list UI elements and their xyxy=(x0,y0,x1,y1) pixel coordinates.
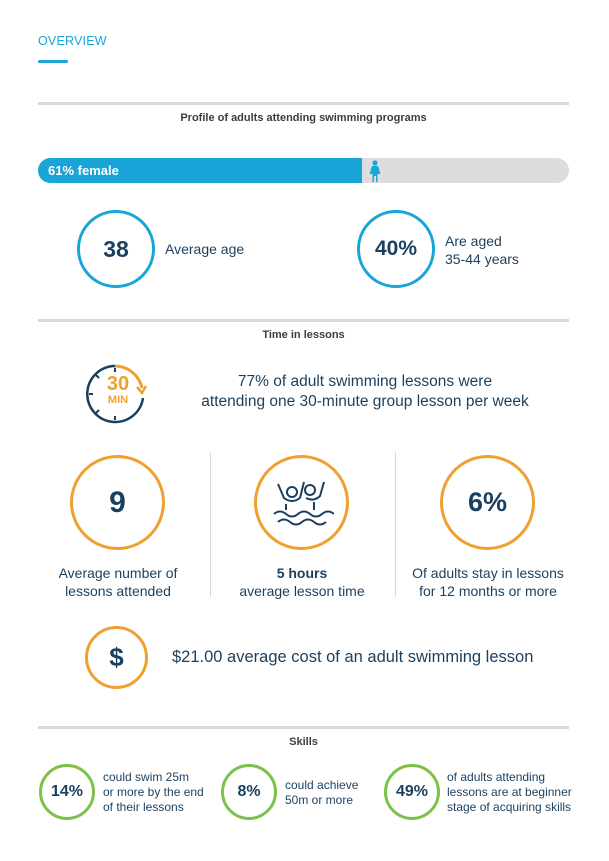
average-age-circle: 38 xyxy=(77,210,155,288)
cost-text: $21.00 average cost of an adult swimming… xyxy=(172,648,534,666)
cost-symbol: $ xyxy=(109,642,124,672)
skill-25m-line2: or more by the end xyxy=(103,785,204,799)
aged-value: 40% xyxy=(374,237,418,260)
average-age-label: Average age xyxy=(165,241,245,257)
skill-beginner-circle: 49% xyxy=(384,764,440,820)
female-icon xyxy=(368,160,382,182)
skill-beginner-line2: lessons are at beginner xyxy=(447,785,572,799)
retention-circle: 6% xyxy=(440,455,535,550)
profile-title: Profile of adults attending swimming pro… xyxy=(180,112,427,124)
retention-label: Of adults stay in lessons for 12 months … xyxy=(398,564,578,600)
skill-25m-circle: 14% xyxy=(39,764,95,820)
lesson-frequency-line2: attending one 30-minute group lesson per… xyxy=(201,393,529,410)
lesson-frequency-line1: 77% of adult swimming lessons were xyxy=(237,373,493,390)
lessons-attended-line1: Average number of xyxy=(58,565,178,581)
divider xyxy=(38,726,569,729)
retention-line2: for 12 months or more xyxy=(419,583,557,599)
overview-heading: OVERVIEW xyxy=(38,34,107,48)
aged-line1: Are aged xyxy=(445,233,502,249)
swimmers-icon xyxy=(272,481,334,525)
skill-50m-value: 8% xyxy=(237,783,261,800)
lesson-time-line2: average lesson time xyxy=(239,583,365,599)
lesson-frequency-text: 77% of adult swimming lessons were atten… xyxy=(170,372,560,412)
retention-value: 6% xyxy=(467,487,508,517)
skill-beginner-label: of adults attending lessons are at begin… xyxy=(447,770,572,815)
skill-25m-line3: of their lessons xyxy=(103,800,184,814)
dollar-icon: $ xyxy=(85,626,148,689)
divider xyxy=(38,102,569,105)
skill-50m-line2: 50m or more xyxy=(285,793,354,807)
column-divider xyxy=(395,452,396,597)
skill-beginner-line3: stage of acquiring skills xyxy=(447,800,572,814)
aged-circle: 40% xyxy=(357,210,435,288)
lessons-attended-line2: lessons attended xyxy=(65,583,171,599)
skill-beginner-value: 49% xyxy=(395,783,429,800)
skills-title: Skills xyxy=(289,736,318,748)
skill-25m-label: could swim 25m or more by the end of the… xyxy=(103,770,204,815)
time-title: Time in lessons xyxy=(262,329,345,341)
retention-line1: Of adults stay in lessons xyxy=(412,565,564,581)
clock-unit: MIN xyxy=(107,394,129,406)
skill-50m-label: could achieve 50m or more xyxy=(285,778,358,808)
clock-icon xyxy=(82,360,152,426)
clock-number: 30 xyxy=(106,373,130,395)
overview-underline xyxy=(38,60,68,63)
lessons-attended-circle: 9 xyxy=(70,455,165,550)
aged-line2: 35-44 years xyxy=(445,251,519,267)
column-divider xyxy=(210,452,211,597)
lesson-time-value: 5 hours xyxy=(276,565,328,581)
average-age-value: 38 xyxy=(103,235,129,262)
skill-beginner-line1: of adults attending xyxy=(447,770,546,784)
swimmers-circle xyxy=(254,455,349,550)
skill-25m-line1: could swim 25m xyxy=(103,770,190,784)
aged-label: Are aged 35-44 years xyxy=(445,232,519,268)
divider xyxy=(38,319,569,322)
skill-25m-value: 14% xyxy=(50,783,84,800)
female-bar-fill: 61% female xyxy=(38,158,362,183)
skill-50m-circle: 8% xyxy=(221,764,277,820)
lessons-attended-value: 9 xyxy=(109,485,126,519)
lessons-attended-label: Average number of lessons attended xyxy=(38,564,198,600)
lesson-time-label: 5 hours average lesson time xyxy=(222,564,382,600)
skill-50m-line1: could achieve xyxy=(285,778,359,792)
